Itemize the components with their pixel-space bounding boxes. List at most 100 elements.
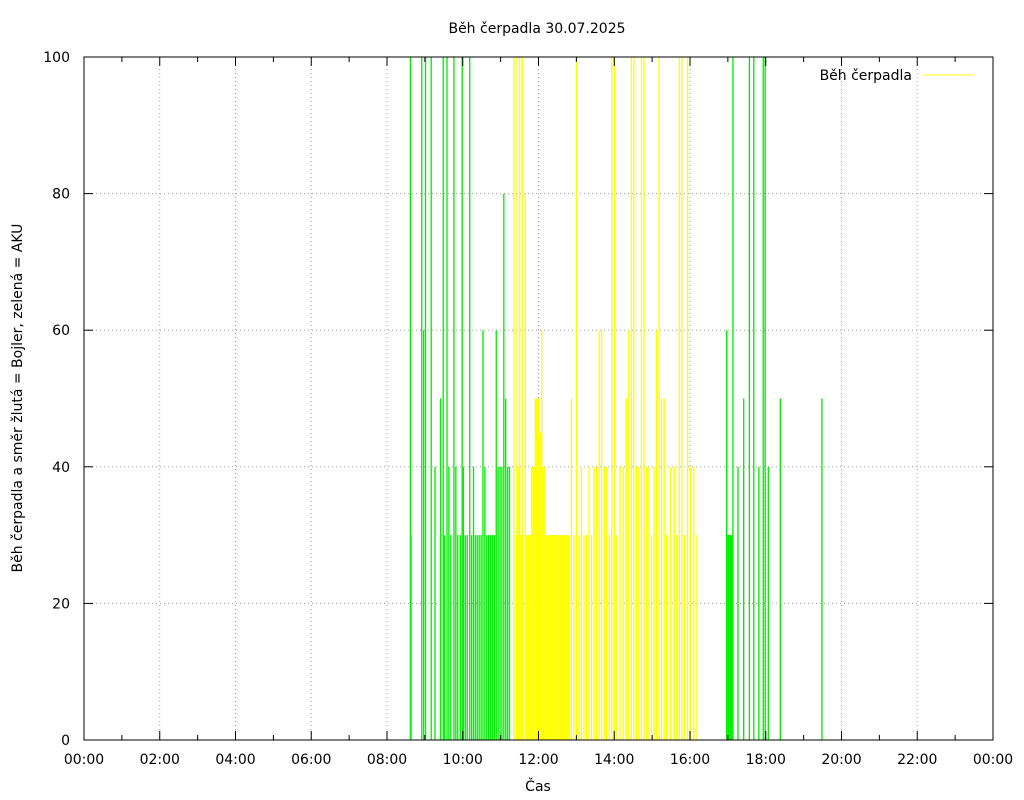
bar-bojler bbox=[676, 535, 678, 740]
bar-aku bbox=[508, 466, 511, 740]
bar-aku bbox=[493, 535, 496, 740]
bar-aku bbox=[737, 466, 739, 740]
bar-aku bbox=[497, 466, 499, 740]
bar-aku bbox=[499, 466, 501, 740]
bar-aku bbox=[731, 535, 733, 740]
y-tick-label: 0 bbox=[61, 733, 70, 749]
bar-aku bbox=[821, 398, 823, 740]
bar-aku bbox=[461, 57, 463, 740]
bar-bojler bbox=[616, 535, 618, 740]
bar-aku bbox=[486, 535, 488, 740]
bar-aku bbox=[753, 57, 755, 740]
bar-bojler bbox=[539, 432, 542, 740]
x-axis-label: Čas bbox=[525, 777, 551, 795]
x-tick-label: 22:00 bbox=[897, 752, 937, 768]
bar-aku bbox=[474, 535, 477, 740]
bar-aku bbox=[725, 330, 728, 740]
x-tick-label: 06:00 bbox=[291, 752, 331, 768]
bar-aku bbox=[728, 535, 730, 740]
bar-bojler bbox=[660, 398, 663, 740]
bar-aku bbox=[501, 466, 503, 740]
bar-bojler bbox=[553, 535, 555, 740]
bar-bojler bbox=[518, 57, 521, 740]
bar-bojler bbox=[669, 466, 672, 740]
bar-bojler bbox=[622, 466, 624, 740]
bar-bojler bbox=[570, 398, 573, 740]
bar-aku bbox=[762, 57, 764, 740]
bar-bojler bbox=[566, 535, 568, 740]
bar-bojler bbox=[554, 535, 557, 740]
bar-aku bbox=[505, 398, 507, 740]
bar-bojler bbox=[666, 535, 668, 740]
bar-bojler bbox=[678, 57, 680, 740]
bar-bojler bbox=[650, 535, 653, 740]
y-tick-label: 100 bbox=[43, 50, 70, 66]
bar-aku bbox=[495, 330, 497, 740]
bar-bojler bbox=[515, 535, 517, 740]
bar-aku bbox=[469, 57, 471, 740]
x-tick-label: 00:00 bbox=[64, 752, 104, 768]
bar-bojler bbox=[693, 466, 695, 740]
bar-bojler bbox=[533, 466, 535, 740]
bar-bojler bbox=[522, 535, 525, 740]
bar-aku bbox=[484, 466, 486, 740]
bar-aku bbox=[422, 330, 425, 740]
bar-bojler bbox=[561, 535, 563, 740]
bar-bojler bbox=[696, 535, 698, 740]
bar-aku bbox=[440, 398, 442, 740]
bar-aku bbox=[764, 57, 766, 740]
x-tick-label: 18:00 bbox=[746, 752, 786, 768]
bar-bojler bbox=[529, 535, 531, 740]
bar-bojler bbox=[686, 57, 689, 740]
bar-aku bbox=[442, 57, 444, 740]
bar-bojler bbox=[558, 535, 561, 740]
bar-bojler bbox=[583, 535, 585, 740]
bar-aku bbox=[472, 466, 475, 740]
bar-bojler bbox=[658, 57, 660, 740]
chart-title: Běh čerpadla 30.07.2025 bbox=[448, 21, 625, 37]
bar-bojler bbox=[548, 535, 550, 740]
bar-bojler bbox=[681, 57, 683, 740]
bars bbox=[409, 57, 823, 741]
legend-label: Běh čerpadla bbox=[820, 68, 912, 84]
bar-bojler bbox=[525, 535, 528, 740]
bar-bojler bbox=[543, 466, 545, 740]
bar-aku bbox=[421, 57, 423, 740]
bar-bojler bbox=[648, 466, 650, 740]
bar-aku bbox=[767, 466, 769, 740]
bar-bojler bbox=[643, 57, 645, 740]
y-tick-label: 20 bbox=[52, 596, 70, 612]
bar-aku bbox=[455, 466, 457, 740]
bar-aku bbox=[503, 193, 505, 741]
bar-aku bbox=[434, 466, 436, 740]
bar-bojler bbox=[534, 398, 537, 740]
bar-bojler bbox=[663, 398, 665, 740]
bar-bojler bbox=[567, 535, 569, 740]
bar-bojler bbox=[524, 193, 526, 741]
bar-bojler bbox=[630, 57, 632, 740]
bar-bojler bbox=[565, 535, 567, 740]
y-tick-label: 40 bbox=[52, 460, 70, 476]
bar-bojler bbox=[580, 466, 583, 740]
bar-aku bbox=[459, 535, 461, 740]
bar-bojler bbox=[625, 398, 627, 740]
bar-bojler bbox=[559, 535, 562, 740]
bar-bojler bbox=[520, 535, 522, 740]
bar-bojler bbox=[568, 535, 571, 740]
bar-aku bbox=[480, 535, 482, 740]
bar-bojler bbox=[600, 330, 603, 740]
bar-bojler bbox=[635, 466, 638, 740]
bar-aku bbox=[457, 535, 459, 740]
bar-bojler bbox=[546, 535, 548, 740]
bar-bojler bbox=[562, 535, 564, 740]
bar-bojler bbox=[521, 57, 523, 740]
bar-bojler bbox=[532, 466, 534, 740]
bar-aku bbox=[430, 57, 432, 740]
bar-bojler bbox=[563, 535, 566, 740]
bar-aku bbox=[462, 466, 465, 740]
bar-aku bbox=[743, 398, 745, 740]
bar-bojler bbox=[611, 57, 613, 740]
bar-aku bbox=[488, 535, 490, 740]
bar-bojler bbox=[585, 535, 588, 740]
